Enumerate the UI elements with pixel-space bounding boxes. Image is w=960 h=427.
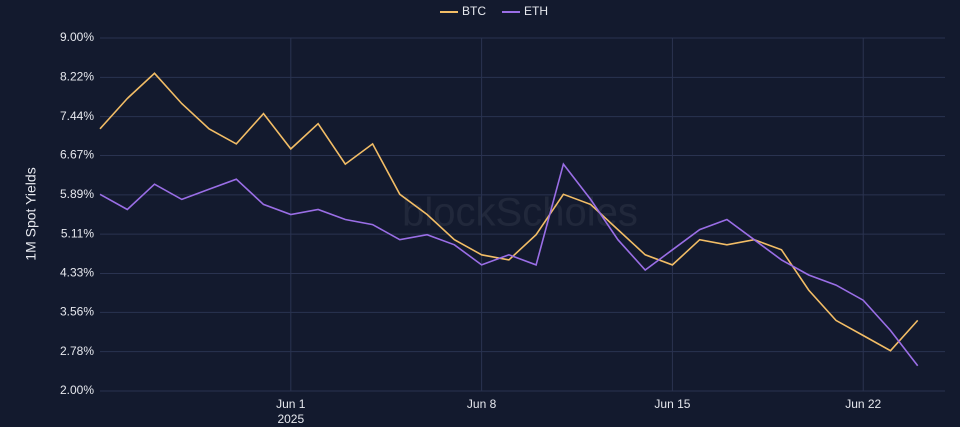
x-tick-label: Jun 22 [845,397,881,411]
x-year-label: 2025 [277,412,304,426]
legend-label: BTC [462,4,486,18]
y-tick-label: 4.33% [60,266,94,280]
y-tick-label: 2.00% [60,383,94,397]
y-tick-label: 8.22% [60,70,94,84]
series-line [99,72,919,352]
y-tick-label: 9.00% [60,30,94,44]
y-tick-label: 2.78% [60,344,94,358]
x-tick-label: Jun 8 [467,397,497,411]
series-line [99,162,919,367]
watermark: blockScholes [402,191,638,235]
y-tick-label: 5.11% [61,226,94,240]
x-tick-label: Jun 15 [654,397,690,411]
legend-label: ETH [524,4,548,18]
y-axis-title: 1M Spot Yields [23,167,39,260]
y-tick-label: 6.67% [60,148,94,162]
y-tick-label: 5.89% [60,187,94,201]
y-tick-label: 7.44% [60,109,94,123]
y-tick-label: 3.56% [60,305,94,319]
x-tick-label: Jun 1 [276,397,306,411]
